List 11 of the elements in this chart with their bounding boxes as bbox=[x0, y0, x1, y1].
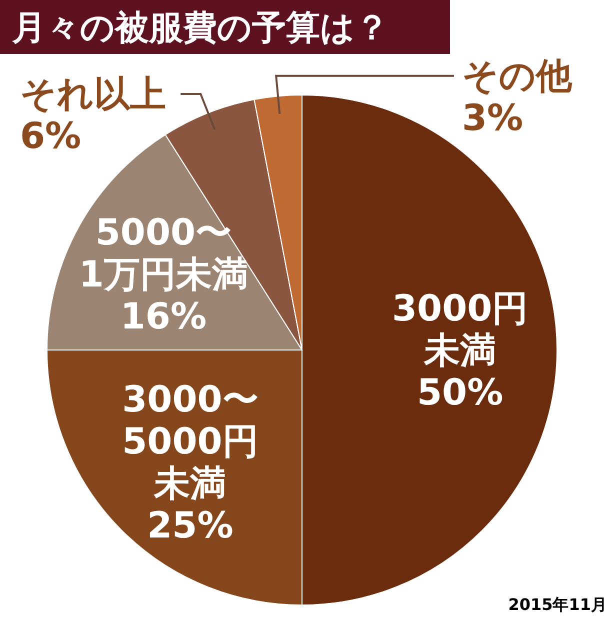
text: 2015年11月 bbox=[508, 595, 607, 614]
slice-label: それ以上 bbox=[20, 74, 166, 115]
chart-title: 月々の被服費の予算は？ bbox=[11, 8, 389, 48]
data-label: 50% bbox=[417, 372, 504, 414]
data-label: 3% bbox=[462, 98, 524, 139]
data-label: 6% bbox=[20, 116, 82, 157]
slice-label: 3000円未満 bbox=[392, 288, 528, 372]
slice-label: 3000〜5000円未満 bbox=[122, 379, 258, 504]
data-label: 16% bbox=[120, 296, 207, 338]
slice-label: その他 bbox=[462, 56, 573, 97]
data-label: 25% bbox=[147, 505, 234, 546]
